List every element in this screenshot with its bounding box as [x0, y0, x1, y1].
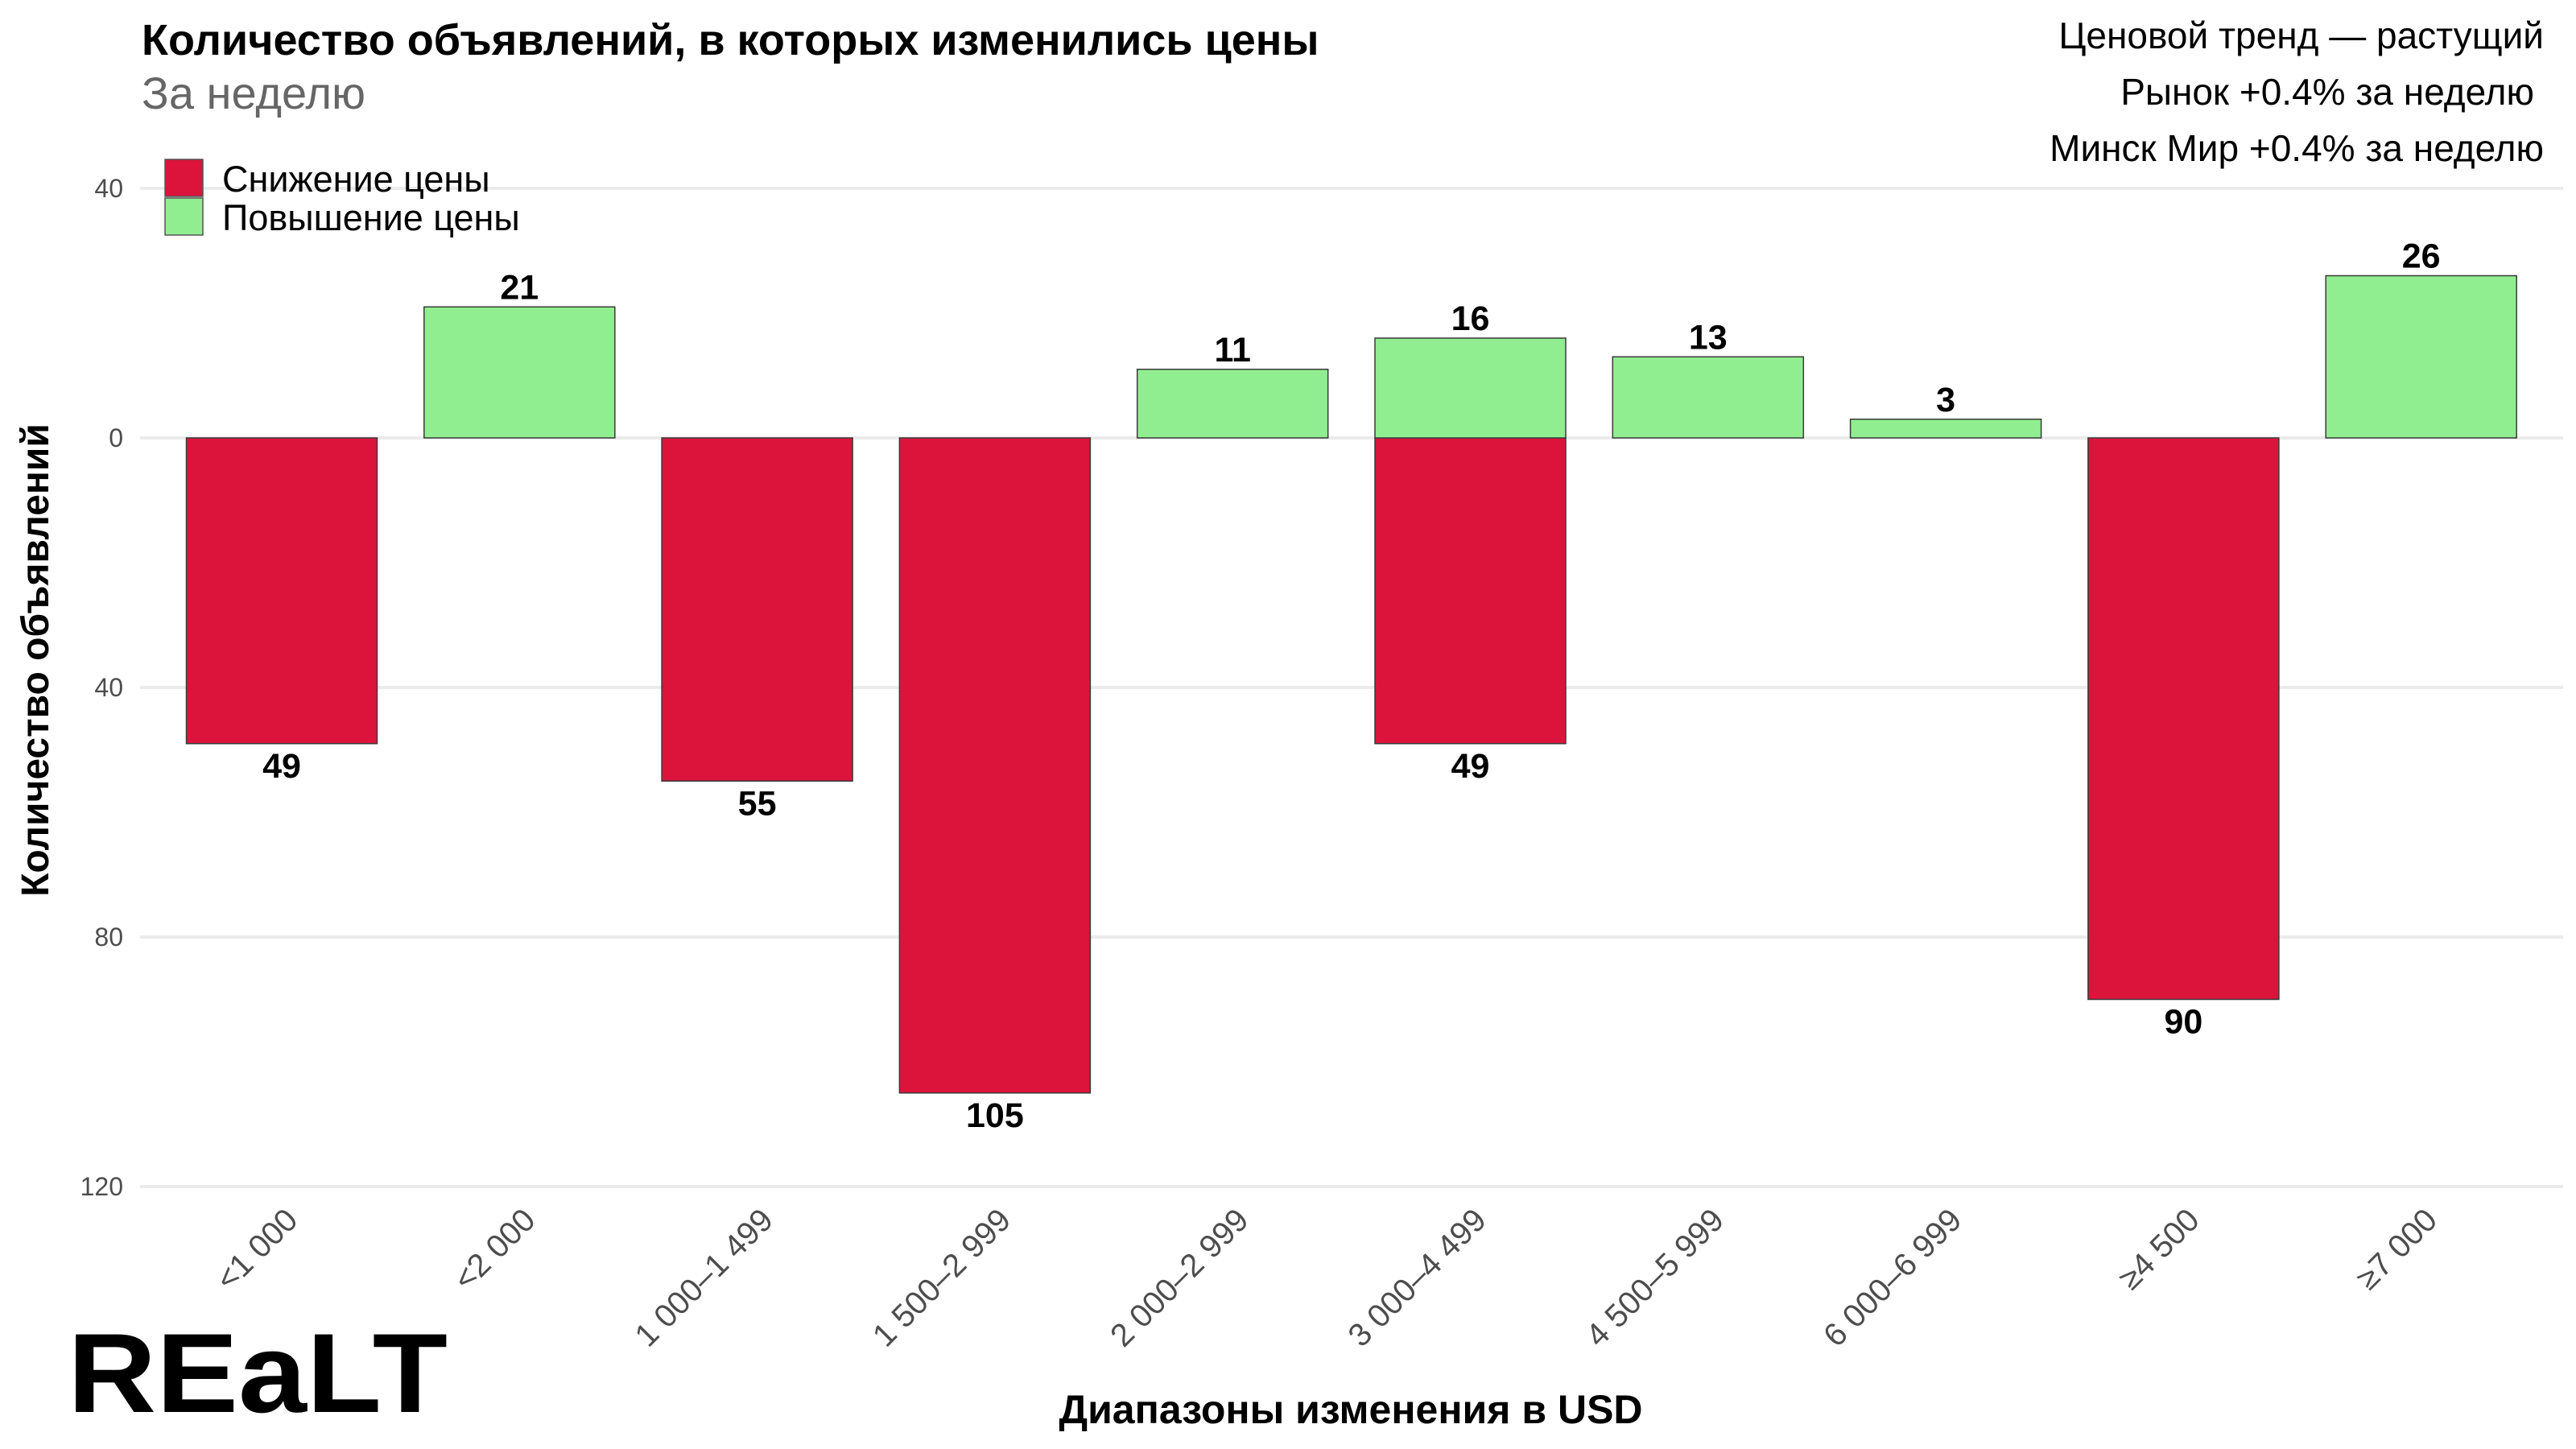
value-label: 16	[1451, 299, 1490, 338]
y-tick-label: 80	[94, 923, 123, 952]
x-tick-label: 4 500–5 999	[1579, 1202, 1731, 1353]
y-axis-ticks: 40 0 40 80 120	[80, 174, 123, 1201]
value-label: 49	[1451, 747, 1490, 786]
x-tick-label: 3 000–4 499	[1341, 1202, 1492, 1353]
bar-decrease	[2087, 437, 2280, 1001]
y-tick-label: 40	[94, 673, 123, 702]
x-tick-label: 1 000–1 499	[629, 1202, 780, 1353]
value-label: 13	[1689, 318, 1728, 357]
value-label: 3	[1936, 381, 1955, 419]
bar-increase	[2325, 275, 2517, 439]
value-label: 11	[1214, 331, 1250, 369]
y-axis-title: Количество объявлений	[14, 423, 57, 897]
value-label: 105	[966, 1096, 1024, 1135]
x-tick-label: <2 000	[447, 1202, 542, 1297]
note-district: Минск Мир +0.4% за неделю	[2050, 127, 2544, 169]
bar-decrease	[661, 437, 853, 782]
bar-increase	[423, 306, 616, 439]
value-label: 55	[738, 784, 777, 823]
x-axis-ticks: <1 000 <2 000 1 000–1 499 1 500–2 999 2 000–…	[209, 1202, 2444, 1353]
bar-increase	[1849, 419, 2042, 439]
legend: Снижение цены Повышение цены	[164, 159, 520, 238]
x-tick-label: <1 000	[209, 1202, 304, 1297]
bar-decrease	[1374, 437, 1567, 745]
svg-text:REaLT: REaLT	[68, 1310, 448, 1436]
chart-subtitle: За неделю	[142, 68, 365, 118]
bar-increase	[1612, 356, 1805, 439]
x-tick-label: 1 500–2 999	[866, 1202, 1018, 1353]
value-label: 90	[2164, 1003, 2202, 1042]
realt-logo: REaLT	[68, 1310, 448, 1436]
chart-title: Количество объявлений, в которых изменил…	[142, 16, 1319, 64]
y-tick-label: 0	[109, 423, 123, 452]
value-label: 49	[262, 747, 301, 786]
bar-increase	[1136, 369, 1329, 439]
bars	[185, 275, 2517, 1094]
note-trend: Ценовой тренд — растущий	[2058, 14, 2544, 56]
y-tick-label: 120	[80, 1172, 123, 1201]
legend-swatch-increase	[164, 197, 204, 236]
value-labels: 49 21 55 105 11 49 16 13 3 90 26	[262, 237, 2441, 1135]
x-tick-label: 6 000–6 999	[1817, 1202, 1968, 1353]
note-market: Рынок +0.4% за неделю	[2120, 71, 2534, 113]
legend-swatch-decrease	[164, 159, 204, 197]
x-tick-label: ≥4 500	[2112, 1202, 2206, 1296]
bar-decrease	[898, 437, 1092, 1094]
bar-decrease	[185, 437, 378, 745]
value-label: 26	[2402, 237, 2441, 276]
bar-increase	[1374, 337, 1567, 439]
legend-label-increase: Повышение цены	[222, 197, 520, 238]
x-axis-title: Диапазоны изменения в USD	[1059, 1387, 1642, 1432]
value-label: 21	[500, 268, 539, 307]
x-tick-label: ≥7 000	[2350, 1202, 2444, 1296]
x-tick-label: 2 000–2 999	[1104, 1202, 1255, 1353]
y-tick-label: 40	[94, 174, 123, 203]
legend-label-decrease: Снижение цены	[222, 159, 490, 200]
